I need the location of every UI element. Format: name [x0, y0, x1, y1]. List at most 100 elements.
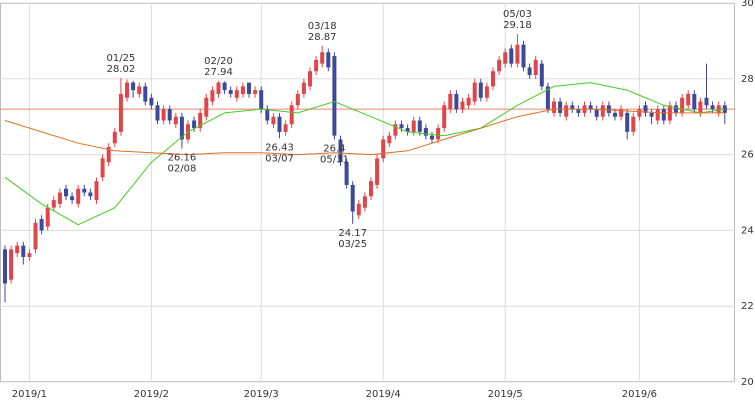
- candle-body: [253, 90, 258, 94]
- annotation-date: 05/03: [503, 9, 532, 20]
- x-tick-label: 2019/3: [244, 389, 279, 400]
- candle-body: [515, 44, 520, 64]
- candle-body: [545, 86, 550, 110]
- candle-body: [478, 82, 483, 98]
- candle-body: [265, 109, 270, 121]
- candle-body: [149, 97, 154, 106]
- annotation-value: 27.94: [204, 67, 233, 78]
- candle-body: [33, 222, 38, 250]
- candle-body: [161, 109, 166, 121]
- y-tick-label: 26: [741, 150, 754, 161]
- annotation-value: 24.17: [338, 228, 367, 239]
- candle-body: [308, 71, 312, 87]
- candle-body: [588, 105, 593, 110]
- candle-body: [430, 135, 434, 140]
- annotation-date: 03/07: [265, 153, 294, 164]
- candle-body: [484, 86, 489, 98]
- annotation-value: 26.16: [168, 153, 197, 164]
- candle-body: [503, 52, 508, 64]
- candle-body: [680, 97, 685, 113]
- candle-body: [240, 86, 245, 94]
- candle-body: [143, 86, 148, 102]
- candle-body: [277, 116, 282, 132]
- candle-body: [192, 120, 197, 129]
- candle-body: [125, 82, 129, 98]
- annotation-date: 01/25: [106, 53, 135, 64]
- annotation-date: 02/20: [204, 56, 233, 67]
- candle-body: [472, 82, 477, 102]
- candle-body: [289, 105, 294, 125]
- candle-body: [15, 245, 20, 254]
- candle-body: [393, 124, 398, 136]
- y-tick-label: 30: [741, 0, 754, 9]
- y-tick-label: 20: [741, 377, 754, 388]
- candle-body: [344, 162, 349, 185]
- annotation-value: 26.43: [265, 142, 294, 153]
- y-tick-label: 24: [741, 225, 754, 236]
- candle-body: [710, 105, 715, 110]
- candle-body: [271, 116, 276, 125]
- candle-body: [454, 93, 459, 110]
- candle-body: [320, 52, 325, 64]
- candle-body: [9, 249, 14, 280]
- candle-body: [112, 131, 117, 144]
- plot-area: [0, 3, 735, 382]
- candle-body: [82, 188, 87, 193]
- candle-body: [51, 200, 56, 208]
- candle-body: [314, 59, 319, 72]
- candle-body: [259, 90, 264, 110]
- candle-body: [417, 120, 422, 132]
- candle-body: [362, 196, 367, 208]
- y-tick-label: 28: [741, 74, 754, 85]
- candle-body: [222, 82, 227, 91]
- candle-body: [509, 48, 514, 64]
- x-tick-label: 2019/2: [134, 389, 169, 400]
- candle-body: [70, 196, 75, 201]
- candle-body: [613, 112, 617, 117]
- x-tick-label: 2019/5: [488, 389, 523, 400]
- candle-body: [39, 219, 44, 231]
- candle-body: [94, 181, 99, 201]
- candle-body: [625, 112, 630, 132]
- candle-body: [466, 97, 471, 106]
- annotation-value: 29.18: [503, 20, 532, 31]
- candle-body: [661, 109, 666, 121]
- x-tick-label: 2019/1: [12, 389, 47, 400]
- candle-body: [210, 90, 215, 102]
- candle-body: [57, 192, 62, 204]
- candle-body: [167, 109, 172, 121]
- candle-body: [338, 139, 343, 163]
- candle-body: [131, 82, 136, 91]
- candle-body: [637, 109, 642, 117]
- candle-body: [21, 245, 26, 257]
- candle-body: [332, 56, 337, 136]
- x-tick-label: 2019/4: [366, 389, 401, 400]
- candle-body: [674, 105, 678, 113]
- candle-body: [356, 203, 361, 216]
- candle-body: [436, 128, 441, 140]
- y-tick-label: 22: [741, 301, 754, 312]
- annotation-date: 05/31: [320, 154, 349, 165]
- candle-body: [106, 147, 111, 163]
- candle-body: [381, 139, 386, 159]
- candle-body: [552, 101, 556, 113]
- candle-body: [533, 59, 538, 76]
- candle-body: [155, 105, 160, 121]
- candle-body: [527, 67, 532, 76]
- annotation-date: 03/25: [338, 239, 367, 250]
- candle-body: [228, 90, 233, 94]
- candle-body: [692, 93, 697, 110]
- candle-body: [564, 105, 569, 117]
- candle-body: [600, 105, 605, 117]
- candle-body: [716, 105, 721, 113]
- candle-body: [619, 109, 624, 117]
- candle-body: [45, 207, 50, 227]
- candle-body: [448, 93, 453, 110]
- candle-body: [216, 82, 221, 94]
- candle-body: [704, 97, 709, 106]
- candle-body: [411, 120, 416, 132]
- candle-body: [88, 192, 93, 197]
- candle-body: [64, 188, 68, 197]
- candle-body: [521, 44, 526, 68]
- candle-body: [570, 105, 575, 110]
